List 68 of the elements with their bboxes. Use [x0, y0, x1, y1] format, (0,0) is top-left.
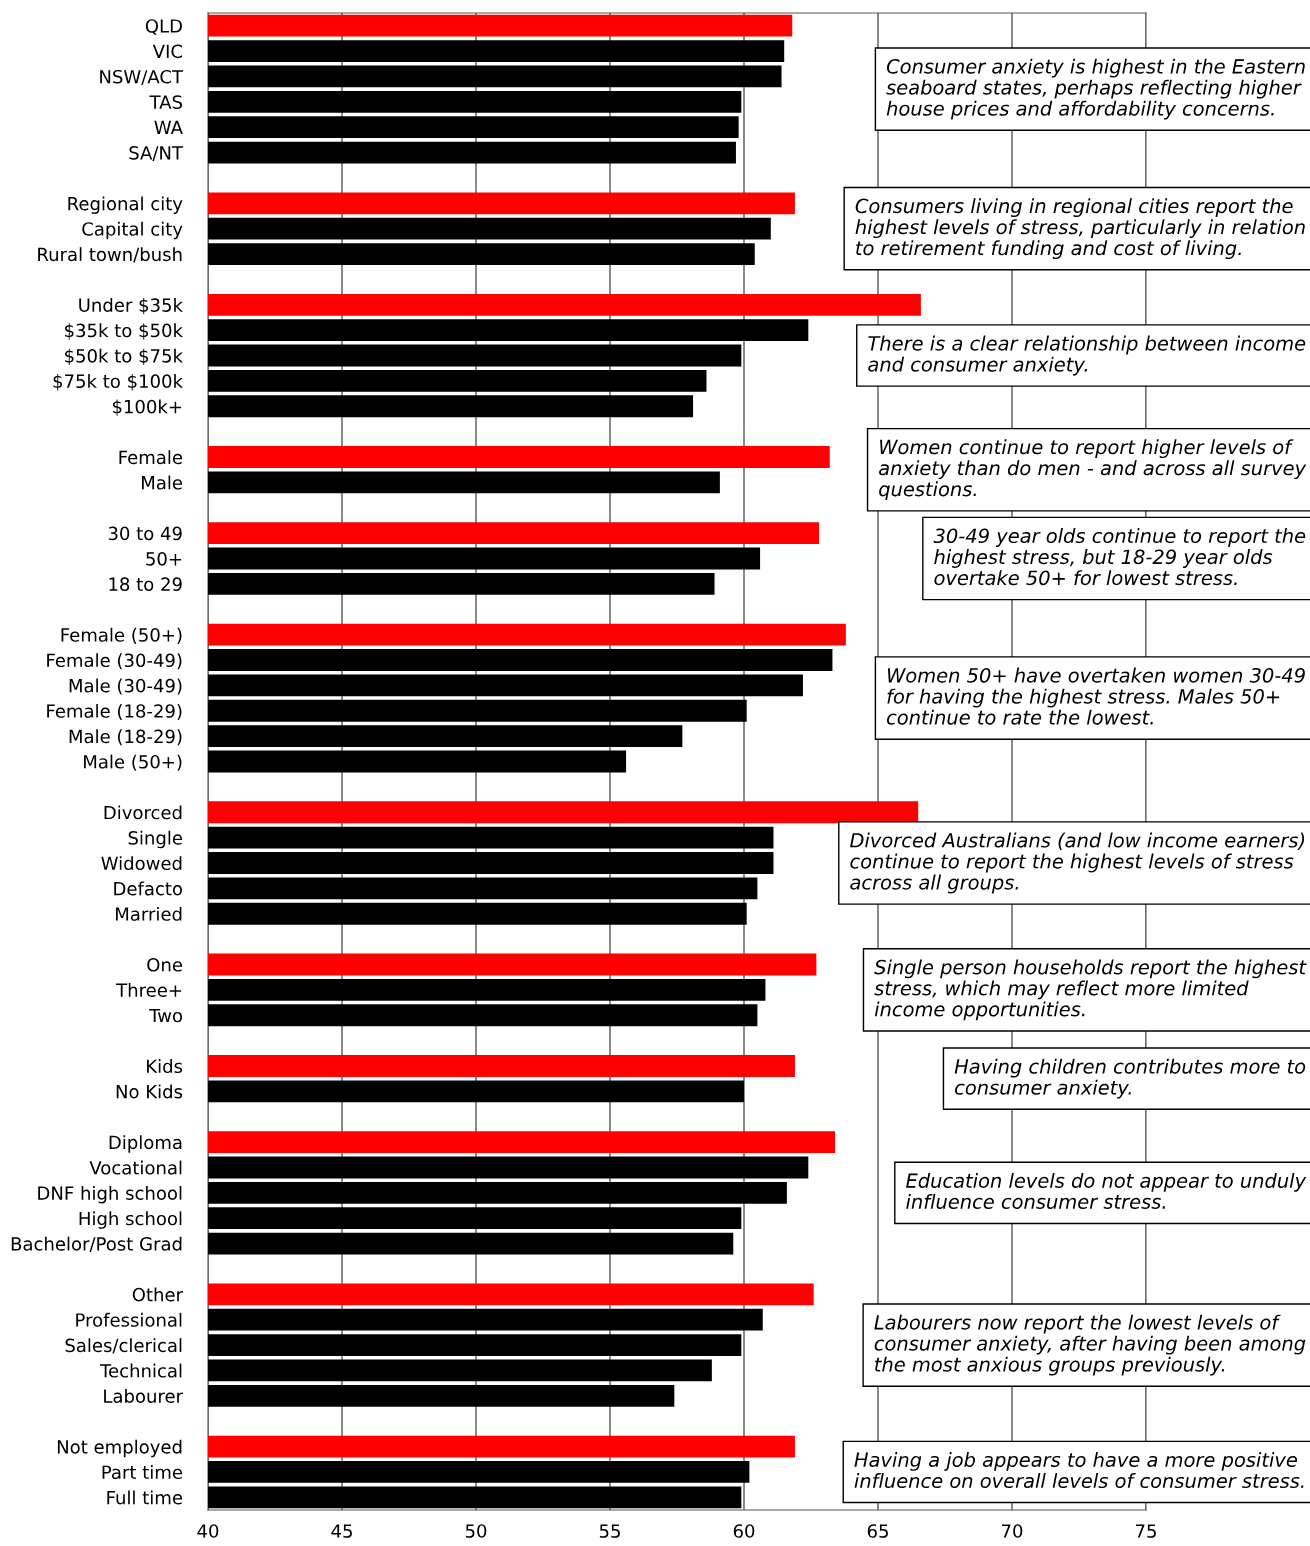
y-tick-label: Professional [76, 1312, 182, 1327]
x-tick-label: 70 [1001, 1524, 1023, 1538]
y-tick-label: Divorced [104, 805, 182, 820]
y-tick-label: Full time [107, 1490, 183, 1505]
y-tick-label: 30 to 49 [108, 526, 182, 541]
y-tick-label: Kids [147, 1059, 183, 1074]
y-tick-label: 50+ [146, 551, 182, 566]
y-tick-label: Male [142, 475, 183, 490]
y-tick-label: Married [116, 906, 182, 921]
y-tick-label: Part time [102, 1465, 183, 1480]
annotation: 30-49 year olds continue to report the highest stress, but 18-29 year olds overtake 50+ for lowest stress. [933, 528, 1306, 586]
y-tick-label: NSW/ACT [100, 69, 184, 85]
y-tick-label: Other [132, 1287, 183, 1302]
y-tick-label: Female (30-49) [47, 653, 182, 670]
y-tick-label: Male (50+) [84, 754, 182, 771]
x-tick-label: 60 [733, 1524, 755, 1538]
annotation: Women continue to report higher levels of anxiety than do men - and across all survey questions. [879, 439, 1307, 501]
y-tick-label: $75k to $100k [53, 374, 183, 391]
y-tick-label: One [147, 957, 183, 972]
y-tick-label: Regional city [68, 196, 183, 214]
y-tick-label: Single [128, 830, 183, 849]
y-tick-label: Female [119, 450, 183, 465]
annotation: Having a job appears to have a more positive influence on overall levels of consumer stress. [854, 1452, 1304, 1489]
y-tick-label: Two [149, 1008, 183, 1023]
y-tick-label: Male (18-29) [69, 729, 182, 746]
y-tick-label: Male (30-49) [69, 678, 182, 695]
y-tick-label: Female (18-29) [47, 703, 182, 720]
x-tick-label: 50 [465, 1524, 487, 1538]
annotation: Consumers living in regional cities report the highest levels of stress, particularly in relation to retirement funding and cost of living. [855, 198, 1305, 260]
y-tick-label: Female (50+) [61, 627, 182, 644]
y-tick-label: Labourer [104, 1388, 183, 1403]
annotation: Labourers now report the lowest levels of consumer anxiety, after having been among the most anxious groups previously. [874, 1314, 1306, 1376]
y-tick-label: Technical [100, 1363, 182, 1378]
y-tick-label: Not employed [57, 1439, 182, 1458]
annotation: Women 50+ have overtaken women 30-49 for having the highest stress. Males 50+ continue to rate the lowest. [886, 667, 1305, 725]
y-tick-label: DNF high school [38, 1185, 182, 1204]
y-tick-label: TAS [149, 95, 182, 109]
y-tick-label: Widowed [101, 856, 182, 871]
y-tick-label: Vocational [89, 1160, 182, 1175]
y-tick-label: Defacto [114, 881, 183, 896]
annotation: There is a clear relationship between income and consumer anxiety. [868, 335, 1306, 376]
x-tick-label: 55 [599, 1524, 620, 1538]
x-tick-label: 45 [331, 1524, 352, 1538]
annotation: Consumer anxiety is highest in the Eastern seaboard states, perhaps reflecting higher house prices and affordability concerns. [886, 58, 1305, 120]
y-tick-label: 18 to 29 [109, 577, 182, 592]
y-tick-label: $35k to $50k [65, 323, 183, 340]
y-tick-label: VIC [152, 44, 183, 59]
annotation: Divorced Australians (and low income earners) continue to report the highest levels of stress across all groups. [850, 832, 1305, 894]
y-tick-label: High school [79, 1211, 182, 1229]
y-tick-label: Bachelor/Post Grad [11, 1236, 182, 1253]
y-tick-label: SA/NT [129, 146, 184, 162]
x-tick-label: 65 [867, 1524, 888, 1538]
annotation: Single person households report the highest stress, which may reflect more limited income opportunities. [874, 959, 1307, 1021]
y-tick-label: Capital city [82, 221, 183, 240]
annotation: Education levels do not appear to unduly influence consumer stress. [906, 1172, 1307, 1209]
y-tick-label: $100k+ [112, 399, 182, 416]
y-tick-label: Diploma [109, 1135, 182, 1153]
y-tick-label: QLD [145, 19, 182, 35]
y-tick-label: Three+ [116, 983, 182, 997]
x-tick-label: 75 [1135, 1524, 1156, 1538]
annotation: Having children contributes more to consumer anxiety. [954, 1058, 1306, 1099]
y-tick-label: $50k to $75k [65, 348, 183, 366]
x-tick-label: 40 [197, 1524, 219, 1538]
y-tick-label: Under $35k [79, 297, 183, 315]
y-tick-label: No Kids [116, 1084, 183, 1099]
y-tick-label: Rural town/bush [38, 247, 182, 263]
y-tick-label: WA [154, 120, 183, 135]
y-tick-label: Sales/clerical [65, 1338, 182, 1354]
